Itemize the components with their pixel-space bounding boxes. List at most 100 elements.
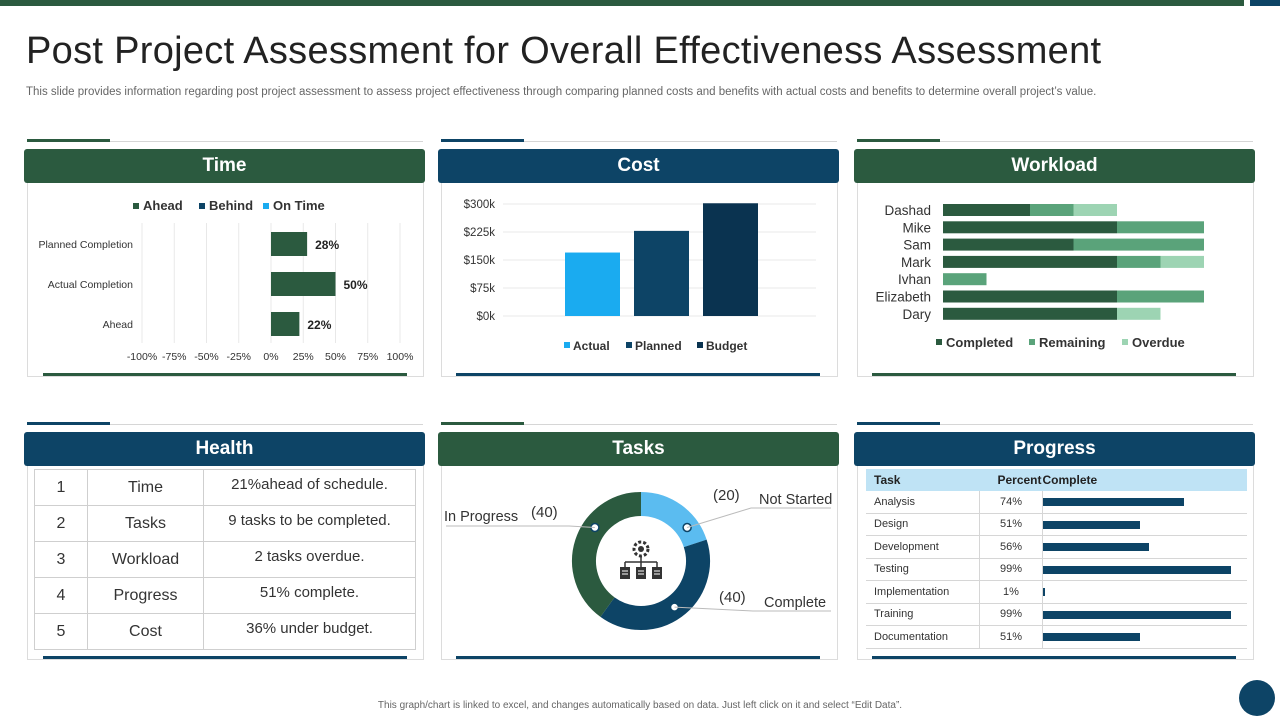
progress-row: Implementation 1% [866,580,1247,604]
cost-bar [634,230,689,316]
health-row-value: 2 tasks overdue. [203,541,416,578]
health-row-number: 1 [34,469,88,506]
progress-task-name: Analysis [866,491,980,514]
time-category-label: Planned Completion [38,239,133,251]
health-row-number: 3 [34,541,88,578]
tasks-category-label: Complete [764,595,826,611]
workload-legend-label: Remaining [1039,335,1106,350]
workload-bar-segment [1160,255,1204,268]
health-row-label: Workload [87,541,204,578]
time-category-label: Actual Completion [48,279,133,291]
progress-row: Testing 99% [866,558,1247,581]
workload-bar-segment [1117,307,1161,320]
time-header: Time [24,149,425,183]
health-row: 2 Tasks 9 tasks to be completed. [34,505,416,542]
progress-task-percent: 99% [979,603,1043,626]
workload-bar-segment [943,221,1117,234]
tasks-donut-slice [600,539,710,630]
separator-tasks [441,424,837,425]
separator-workload [857,141,1253,142]
accent-tasks [441,422,524,425]
workload-bar-segment [1117,255,1161,268]
cost-bottom-line [456,373,820,376]
accent-time [27,139,110,142]
progress-task-name: Development [866,535,980,559]
tasks-category-label: Not Started [759,492,832,508]
time-chart: Ahead Behind On Time -100% -75% -50% -25% 0% 25%… [38,198,414,363]
workload-bar-segment [1073,238,1204,251]
health-row-label: Progress [87,577,204,614]
progress-task-name: Implementation [866,580,980,604]
separator-health [27,424,423,425]
time-bottom-line [43,373,407,376]
tasks-category-label: In Progress [444,509,518,525]
progress-task-percent: 56% [979,535,1043,559]
workload-legend-swatch [1029,339,1035,345]
separator-cost [441,141,837,142]
cost-y-tick: $225k [464,227,496,239]
progress-table: Task Percent Complete Analysis 74% Design 5… [866,469,1247,649]
progress-bar-cell [1042,558,1247,581]
time-data-label: 50% [344,278,368,292]
separator-time [27,141,423,142]
workload-bar-segment [943,238,1074,251]
workflow-gear-icon [620,540,662,579]
cost-bar [565,252,620,316]
progress-header: Progress [854,432,1255,466]
progress-bar-cell [1042,535,1247,559]
time-legend-swatch [199,203,205,209]
progress-bar [1043,565,1232,574]
time-x-tick: 100% [387,351,414,363]
cost-legend-label: Planned [635,339,682,353]
separator-progress [857,424,1253,425]
progress-header-percent: Percent [979,469,1043,491]
workload-bar-segment [1117,290,1204,303]
workload-person-label: Elizabeth [875,290,931,305]
progress-bar-cell [1042,513,1247,536]
time-bar [271,272,336,296]
health-row: 3 Workload 2 tasks overdue. [34,541,416,578]
progress-header-task: Task [866,469,980,491]
tasks-bottom-line [456,656,820,659]
health-row-value: 36% under budget. [203,613,416,650]
workload-legend-label: Overdue [1132,335,1185,350]
workload-bar-segment [1073,204,1117,216]
workload-person-label: Mark [901,255,931,270]
top-accent-bar-right [1250,0,1280,6]
health-row-label: Cost [87,613,204,650]
progress-task-percent: 1% [979,580,1043,604]
time-legend-label: On Time [273,198,325,213]
workload-person-label: Dary [902,307,931,322]
progress-bar [1043,633,1140,641]
tasks-value-label: (40) [719,589,746,606]
tasks-donut-slice [640,492,707,548]
progress-row: Design 51% [866,513,1247,536]
progress-task-name: Design [866,513,980,536]
tasks-callout-dot [682,522,692,533]
progress-bar [1043,610,1232,619]
health-row-label: Tasks [87,505,204,542]
progress-row: Development 56% [866,535,1247,559]
time-legend-label: Behind [209,198,253,213]
accent-progress [857,422,940,425]
tasks-header: Tasks [438,432,839,466]
time-x-tick: 50% [325,351,346,363]
time-x-tick: -75% [162,351,187,363]
cost-legend-swatch [626,342,632,348]
page-subtitle: This slide provides information regardin… [26,86,1097,98]
workload-bar-segment [1030,204,1074,216]
time-legend-swatch [263,203,269,209]
health-row: 4 Progress 51% complete. [34,577,416,614]
progress-bar-cell [1042,603,1247,626]
progress-task-percent: 51% [979,625,1043,649]
progress-task-name: Testing [866,558,980,581]
time-category-label: Ahead [103,319,134,331]
corner-badge [1239,680,1275,716]
page-title: Post Project Assessment for Overall Effe… [26,30,1102,72]
progress-row: Training 99% [866,603,1247,626]
cost-legend-label: Budget [706,339,747,353]
progress-bottom-line [872,656,1236,659]
workload-legend-swatch [936,339,942,345]
workload-bar-segment [1117,221,1204,234]
cost-chart: $300k $225k $150k $75k $0k Actual Planned Budge… [464,199,816,353]
